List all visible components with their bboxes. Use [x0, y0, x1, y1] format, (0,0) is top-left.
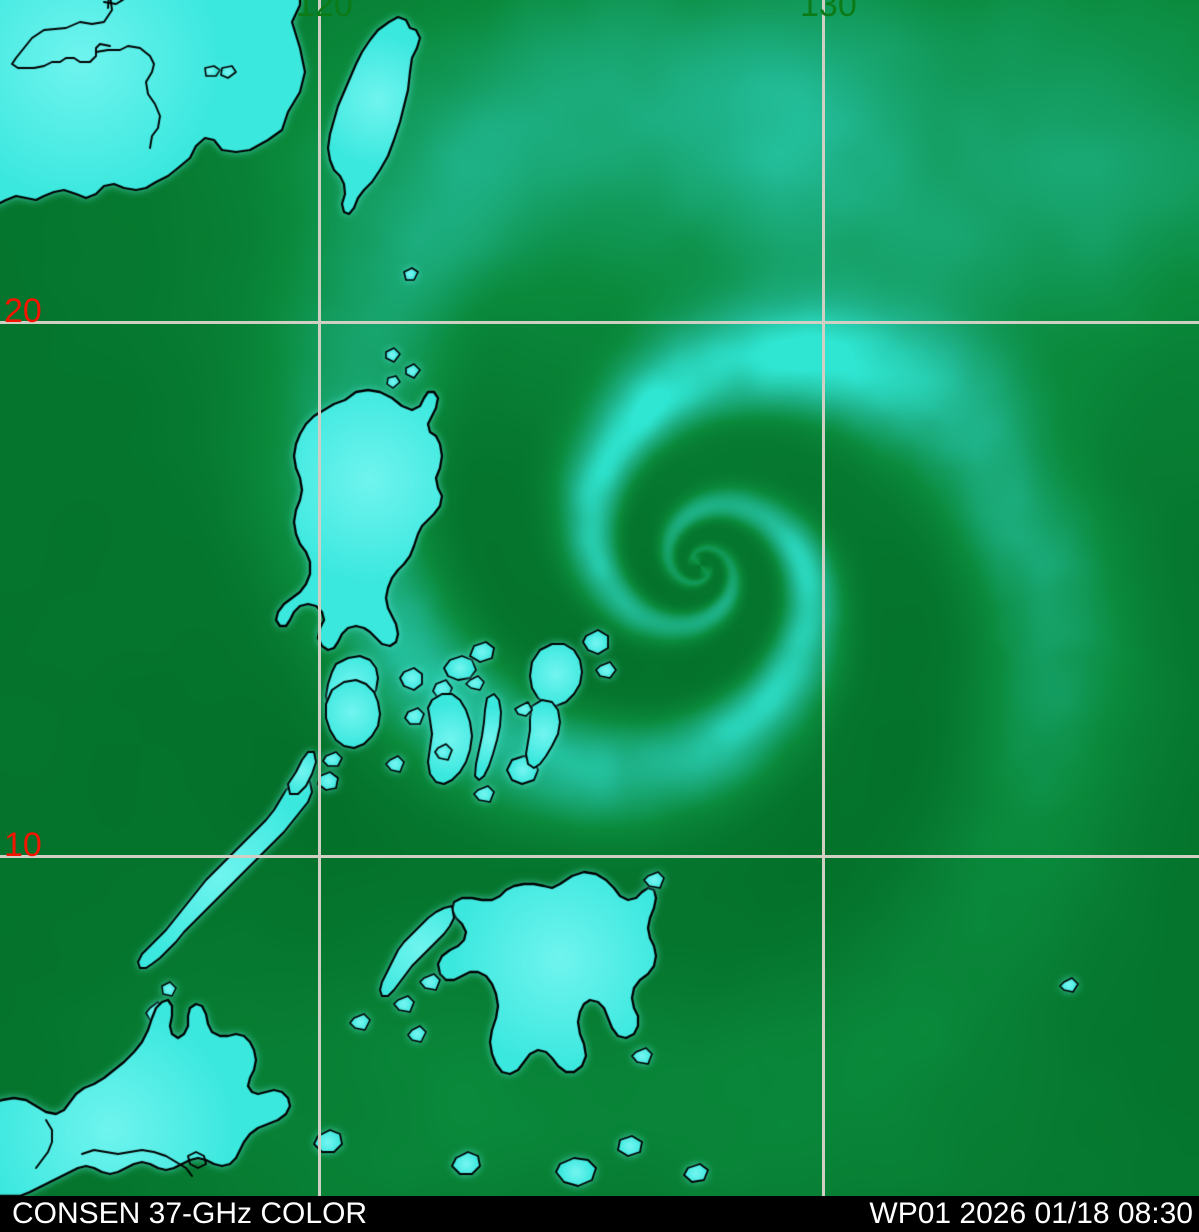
product-label: CONSEN 37-GHz COLOR [12, 1197, 368, 1230]
microwave-imagery-canvas [0, 0, 1199, 1196]
caption-bar: CONSEN 37-GHz COLOR WP01 2026 01/18 08:3… [0, 1196, 1199, 1232]
satellite-image: 20 10 120 130 [0, 0, 1199, 1196]
longitude-label-120: 120 [296, 0, 353, 24]
latitude-label-20: 20 [4, 292, 42, 330]
latitude-label-10: 10 [4, 826, 42, 864]
longitude-label-130: 130 [800, 0, 857, 24]
storm-timestamp-label: WP01 2026 01/18 08:30 [869, 1197, 1193, 1230]
